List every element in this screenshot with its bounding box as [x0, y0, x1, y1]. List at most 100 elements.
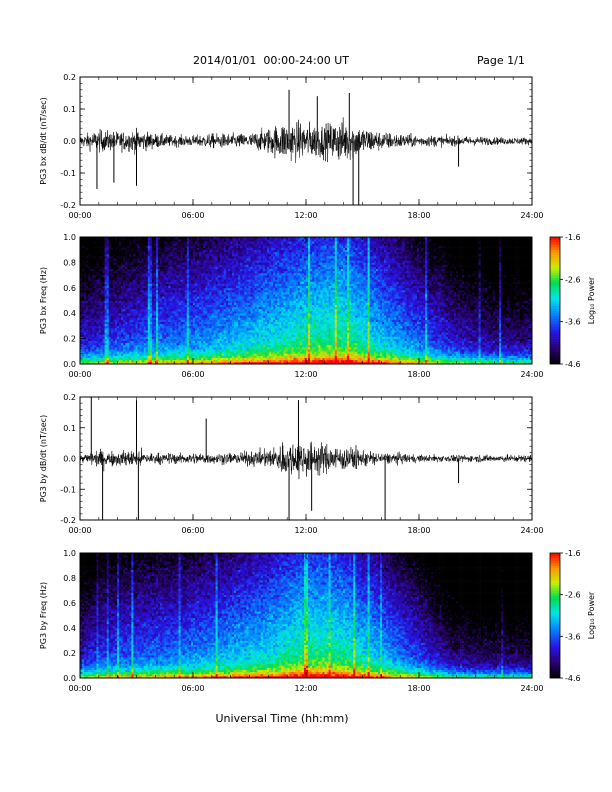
- spectrogram-cell: [213, 272, 216, 276]
- spectrogram-cell: [215, 300, 218, 303]
- spectrogram-cell: [190, 353, 194, 356]
- spectrogram-cell: [182, 302, 186, 306]
- spectrogram-cell: [195, 313, 198, 316]
- spectrogram-cell: [221, 285, 225, 289]
- spectrogram-cell: [141, 330, 144, 333]
- spectrogram-cell: [119, 308, 122, 312]
- spectrogram-cell: [229, 292, 233, 295]
- spectrogram-cell: [221, 243, 225, 246]
- spectrogram-cell: [207, 313, 210, 316]
- spectrogram-cell: [232, 277, 235, 280]
- spectrogram-cell: [215, 315, 218, 318]
- waveform-trace: [79, 117, 533, 163]
- spectrogram-cell: [139, 296, 142, 299]
- spectrogram-cell: [180, 304, 184, 308]
- spectrogram-cell: [203, 283, 206, 286]
- spectrogram-cell: [153, 351, 157, 354]
- spectrogram-cell: [112, 338, 116, 342]
- spectrogram-cell: [193, 340, 196, 344]
- spectrogram-cell: [164, 256, 167, 259]
- spectrogram-cell: [94, 311, 97, 314]
- spectrogram-cell: [149, 315, 153, 318]
- spectrogram-cell: [86, 241, 89, 244]
- spectrogram-cell: [102, 321, 105, 325]
- spectrogram-cell: [100, 272, 103, 276]
- spectrogram-cell: [129, 319, 132, 322]
- spectrogram-cell: [193, 325, 196, 329]
- spectrogram-cell: [116, 272, 120, 276]
- spectrogram-cell: [238, 304, 241, 308]
- spectrogram-cell: [176, 251, 179, 255]
- spectrogram-cell: [186, 361, 190, 365]
- spectrogram-cell: [197, 296, 200, 299]
- spectrogram-cell: [190, 319, 194, 322]
- spectrogram-cell: [178, 294, 181, 297]
- spectrogram-cell: [184, 319, 188, 322]
- spectrogram-cell: [114, 253, 118, 257]
- spectrogram-cell: [170, 251, 173, 255]
- spectrogram-cell: [147, 298, 151, 301]
- spectrogram-cell: [232, 251, 235, 255]
- spectrogram-cell: [145, 361, 149, 365]
- spectrogram-cell: [182, 349, 186, 352]
- spectrogram-cell: [82, 325, 85, 329]
- spectrogram-cell: [215, 243, 218, 246]
- spectrogram-cell: [223, 251, 227, 255]
- spectrogram-cell: [184, 239, 188, 242]
- spectrogram-cell: [135, 251, 138, 255]
- spectrogram-cell: [88, 332, 91, 335]
- spectrogram-cell: [129, 239, 132, 242]
- spectrogram-cell: [201, 292, 204, 295]
- spectrogram-cell: [186, 300, 190, 303]
- spectrogram-cell: [188, 283, 192, 286]
- spectrogram-cell: [195, 292, 198, 295]
- spectrogram-cell: [156, 287, 159, 291]
- spectrogram-cell: [100, 287, 103, 291]
- spectrogram-cell: [156, 247, 159, 250]
- spectrogram-cell: [176, 325, 179, 329]
- spectrogram-cell: [168, 323, 171, 327]
- spectrogram-cell: [84, 249, 87, 253]
- spectrogram-cell: [236, 311, 239, 314]
- spectrogram-cell: [84, 272, 87, 276]
- spectrogram-cell: [110, 272, 114, 276]
- spectrogram-cell: [182, 249, 186, 253]
- spectrogram-cell: [186, 296, 190, 299]
- spectrogram-cell: [197, 328, 200, 331]
- spectrogram-cell: [110, 245, 114, 248]
- spectrogram-cell: [182, 315, 186, 318]
- spectrogram-cell: [131, 294, 134, 297]
- spectrogram-cell: [119, 243, 122, 246]
- spectrogram-cell: [207, 325, 210, 329]
- spectrogram-cell: [199, 361, 202, 365]
- spectrogram-cell: [215, 323, 218, 327]
- spectrogram-cell: [229, 357, 233, 361]
- spectrogram-cell: [240, 357, 243, 361]
- spectrogram-cell: [123, 311, 126, 314]
- spectrogram-cell: [190, 313, 194, 316]
- spectrogram-cell: [215, 334, 218, 337]
- spectrogram-cell: [184, 311, 188, 314]
- spectrogram-cell: [133, 241, 136, 244]
- spectrogram-cell: [106, 285, 110, 289]
- spectrogram-cell: [234, 344, 237, 348]
- spectrogram-cell: [244, 245, 247, 248]
- spectrogram-cell: [158, 249, 161, 253]
- spectrogram-cell: [141, 300, 144, 303]
- spectrogram-cell: [238, 294, 241, 297]
- spectrogram-cell: [98, 330, 101, 333]
- spectrogram-cell: [184, 306, 188, 310]
- spectrogram-cell: [133, 328, 136, 331]
- spectrogram-cell: [240, 328, 243, 331]
- spectrogram-cell: [110, 344, 114, 348]
- spectrogram-cell: [141, 287, 144, 291]
- spectrogram-cell: [141, 241, 144, 244]
- spectrogram-cell: [227, 328, 231, 331]
- spectrogram-cell: [94, 268, 97, 272]
- spectrogram-cell: [151, 279, 155, 282]
- spectrogram-cell: [209, 359, 212, 363]
- spectrogram-cell: [240, 325, 243, 329]
- spectrogram-cell: [98, 279, 101, 282]
- spectrogram-cell: [207, 256, 210, 259]
- spectrogram-cell: [96, 323, 99, 327]
